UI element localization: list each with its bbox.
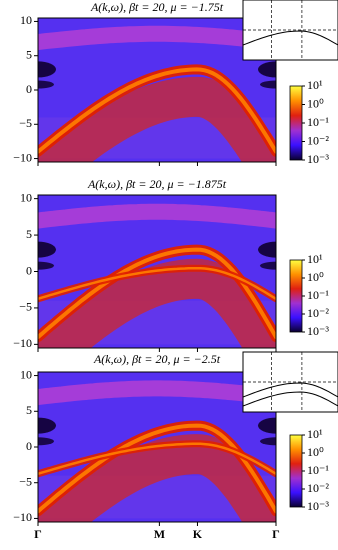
colorbar-tick-label: 10⁻³ (307, 324, 329, 338)
y-tick-label: 5 (26, 47, 32, 61)
panel-title: A(k,ω), βt = 20, μ = −1.75t (90, 0, 224, 14)
y-tick-label: 0 (26, 82, 32, 96)
colorbar-tick-label: 10⁻¹ (307, 115, 329, 129)
colorbar-tick-label: 10⁻³ (307, 499, 329, 513)
heatmap (38, 372, 276, 522)
colorbar (289, 434, 303, 508)
colorbar (289, 85, 303, 161)
inset-curve (242, 391, 338, 407)
colorbar-tick-label: 10⁻³ (307, 152, 329, 166)
y-tick-label: −5 (19, 300, 32, 314)
dark-region (38, 241, 56, 258)
y-tick-label: 10 (20, 367, 32, 381)
y-tick-label: −5 (19, 116, 32, 130)
colorbar-tick-label: 10¹ (307, 252, 323, 266)
y-tick-label: −5 (19, 474, 32, 488)
inset-curve (242, 30, 338, 46)
y-tick-label: −10 (13, 336, 32, 350)
colorbar-tick-label: 10⁰ (307, 96, 324, 110)
colorbar-tick-label: 10⁰ (307, 270, 324, 284)
y-tick-label: 10 (20, 190, 32, 204)
spectral-band (38, 76, 276, 162)
colorbar-tick-label: 10⁻¹ (307, 288, 329, 302)
colorbar (289, 259, 303, 333)
heatmap (38, 195, 276, 348)
heatmap (38, 18, 276, 162)
y-tick-label: 0 (26, 439, 32, 453)
y-tick-label: 5 (26, 403, 32, 417)
colorbar-tick-label: 10⁻² (307, 306, 329, 320)
dark-region (38, 80, 54, 89)
spectral-band (38, 266, 276, 301)
spectral-band (38, 67, 276, 154)
spectral-band (38, 258, 276, 348)
inset-curve (242, 382, 338, 398)
spectral-band (38, 203, 276, 229)
colorbar-tick-label: 10⁻² (307, 481, 329, 495)
dark-region (258, 61, 276, 78)
x-tick-label: Γ (272, 527, 280, 541)
dark-region (38, 417, 56, 434)
x-tick-label: M (154, 527, 165, 541)
dark-region (258, 241, 276, 258)
y-tick-label: 10 (20, 13, 32, 27)
panel-title: A(k,ω), βt = 20, μ = −1.875t (87, 177, 227, 191)
colorbar-tick-label: 10⁻² (307, 133, 329, 147)
colorbar-tick-label: 10⁰ (307, 445, 324, 459)
spectral-band (38, 434, 276, 522)
panel-title: A(k,ω), βt = 20, μ = −2.5t (93, 352, 221, 366)
dark-region (38, 261, 54, 270)
y-tick-label: 5 (26, 227, 32, 241)
x-tick-label: K (193, 527, 203, 541)
dark-region (258, 417, 276, 434)
colorbar-tick-label: 10⁻¹ (307, 463, 329, 477)
inset (242, 0, 338, 61)
colorbar-tick-label: 10¹ (307, 78, 323, 92)
y-tick-label: −10 (13, 510, 32, 524)
dark-region (38, 437, 54, 446)
dark-region (38, 61, 56, 78)
inset (242, 351, 338, 413)
colorbar-tick-label: 10¹ (307, 427, 323, 441)
panel: A(k,ω), βt = 20, μ = −1.875t 10 5 0 −5 −10 10¹… (13, 177, 329, 352)
y-tick-label: −10 (13, 150, 32, 164)
spectral-band (38, 380, 276, 405)
spectral-band (38, 442, 276, 476)
x-tick-label: Γ (34, 527, 42, 541)
spectral-band (38, 25, 276, 50)
dark-region (260, 80, 276, 89)
panel: A(k,ω), βt = 20, μ = −1.75t 10 5 0 −5 −10 10¹ 1… (13, 0, 338, 166)
dark-region (260, 261, 276, 270)
dark-region (260, 437, 276, 446)
y-tick-label: 0 (26, 263, 32, 277)
